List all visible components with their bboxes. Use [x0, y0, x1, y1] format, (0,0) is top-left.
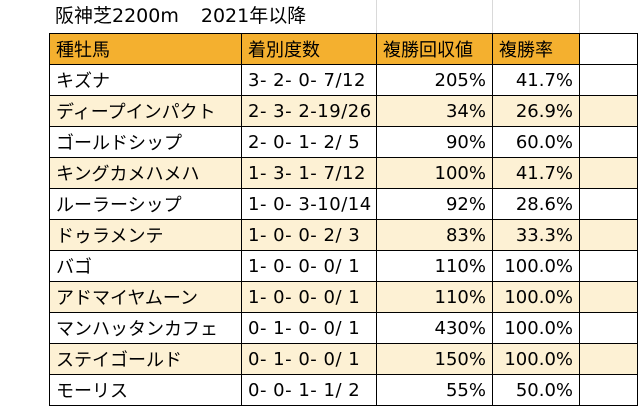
rate-cell[interactable]: 100.0% — [492, 281, 580, 313]
table-row: バゴ 1- 0- 0- 0/ 1 110% 100.0% — [49, 250, 638, 282]
stats-table: 種牡馬 着別度数 複勝回収値 複勝率 キズナ 3- 2- 0- 7/12 205… — [49, 33, 638, 406]
table-row: ディープインパクト 2- 3- 2-19/26 34% 26.9% — [49, 95, 638, 127]
table-row: キングカメハメハ 1- 3- 1- 7/12 100% 41.7% — [49, 157, 638, 189]
recovery-cell[interactable]: 150% — [376, 343, 493, 375]
sire-cell[interactable]: キズナ — [49, 64, 242, 96]
empty-cell[interactable] — [579, 281, 638, 313]
sire-cell[interactable]: アドマイヤムーン — [49, 281, 242, 313]
table-row: ゴールドシップ 2- 0- 1- 2/ 5 90% 60.0% — [49, 126, 638, 158]
record-cell[interactable]: 1- 3- 1- 7/12 — [241, 157, 377, 189]
recovery-cell[interactable]: 90% — [376, 126, 493, 158]
empty-cell[interactable] — [579, 33, 638, 65]
table-row: アドマイヤムーン 1- 0- 0- 0/ 1 110% 100.0% — [49, 281, 638, 313]
table-row: ステイゴールド 0- 1- 0- 0/ 1 150% 100.0% — [49, 343, 638, 375]
title-course: 阪神芝2200m — [55, 5, 179, 27]
sire-cell[interactable]: ゴールドシップ — [49, 126, 242, 158]
recovery-cell[interactable]: 92% — [376, 188, 493, 220]
rate-cell[interactable]: 100.0% — [492, 343, 580, 375]
header-row: 種牡馬 着別度数 複勝回収値 複勝率 — [49, 33, 638, 65]
header-sire[interactable]: 種牡馬 — [49, 33, 242, 65]
rate-cell[interactable]: 33.3% — [492, 219, 580, 251]
record-cell[interactable]: 2- 3- 2-19/26 — [241, 95, 377, 127]
record-cell[interactable]: 1- 0- 0- 0/ 1 — [241, 250, 377, 282]
spreadsheet: 阪神芝2200m 2021年以降 種牡馬 着別度数 複勝回収値 複勝率 キズナ 3… — [49, 0, 638, 406]
record-cell[interactable]: 0- 1- 0- 0/ 1 — [241, 343, 377, 375]
sire-cell[interactable]: モーリス — [49, 374, 242, 406]
cell-gridline — [492, 0, 493, 34]
sire-cell[interactable]: ステイゴールド — [49, 343, 242, 375]
recovery-cell[interactable]: 110% — [376, 281, 493, 313]
record-cell[interactable]: 1- 0- 0- 2/ 3 — [241, 219, 377, 251]
table-row: ルーラーシップ 1- 0- 3-10/14 92% 28.6% — [49, 188, 638, 220]
empty-cell[interactable] — [579, 95, 638, 127]
empty-cell[interactable] — [579, 188, 638, 220]
rate-cell[interactable]: 100.0% — [492, 250, 580, 282]
rate-cell[interactable]: 41.7% — [492, 157, 580, 189]
sire-cell[interactable]: ディープインパクト — [49, 95, 242, 127]
cell-gridline — [376, 0, 377, 34]
empty-cell[interactable] — [579, 64, 638, 96]
rate-cell[interactable]: 50.0% — [492, 374, 580, 406]
table-row: マンハッタンカフェ 0- 1- 0- 0/ 1 430% 100.0% — [49, 312, 638, 344]
record-cell[interactable]: 3- 2- 0- 7/12 — [241, 64, 377, 96]
empty-cell[interactable] — [579, 374, 638, 406]
record-cell[interactable]: 1- 0- 0- 0/ 1 — [241, 281, 377, 313]
recovery-cell[interactable]: 83% — [376, 219, 493, 251]
title-period: 2021年以降 — [200, 5, 307, 27]
table-row: モーリス 0- 0- 1- 1/ 2 55% 50.0% — [49, 374, 638, 406]
rate-cell[interactable]: 41.7% — [492, 64, 580, 96]
rate-cell[interactable]: 100.0% — [492, 312, 580, 344]
header-place-rate[interactable]: 複勝率 — [492, 33, 580, 65]
rate-cell[interactable]: 26.9% — [492, 95, 580, 127]
sire-cell[interactable]: ルーラーシップ — [49, 188, 242, 220]
header-record[interactable]: 着別度数 — [241, 33, 377, 65]
sire-cell[interactable]: ドゥラメンテ — [49, 219, 242, 251]
cell-gridline — [579, 0, 580, 34]
recovery-cell[interactable]: 205% — [376, 64, 493, 96]
record-cell[interactable]: 2- 0- 1- 2/ 5 — [241, 126, 377, 158]
sire-cell[interactable]: キングカメハメハ — [49, 157, 242, 189]
header-place-recovery[interactable]: 複勝回収値 — [376, 33, 493, 65]
rate-cell[interactable]: 60.0% — [492, 126, 580, 158]
table-row: キズナ 3- 2- 0- 7/12 205% 41.7% — [49, 64, 638, 96]
empty-cell[interactable] — [579, 343, 638, 375]
recovery-cell[interactable]: 110% — [376, 250, 493, 282]
sheet-title: 阪神芝2200m 2021年以降 — [49, 0, 637, 33]
empty-cell[interactable] — [579, 312, 638, 344]
empty-cell[interactable] — [579, 250, 638, 282]
sire-cell[interactable]: バゴ — [49, 250, 242, 282]
record-cell[interactable]: 0- 0- 1- 1/ 2 — [241, 374, 377, 406]
table-row: ドゥラメンテ 1- 0- 0- 2/ 3 83% 33.3% — [49, 219, 638, 251]
record-cell[interactable]: 1- 0- 3-10/14 — [241, 188, 377, 220]
recovery-cell[interactable]: 34% — [376, 95, 493, 127]
recovery-cell[interactable]: 100% — [376, 157, 493, 189]
recovery-cell[interactable]: 430% — [376, 312, 493, 344]
sire-cell[interactable]: マンハッタンカフェ — [49, 312, 242, 344]
empty-cell[interactable] — [579, 157, 638, 189]
rate-cell[interactable]: 28.6% — [492, 188, 580, 220]
empty-cell[interactable] — [579, 126, 638, 158]
record-cell[interactable]: 0- 1- 0- 0/ 1 — [241, 312, 377, 344]
empty-cell[interactable] — [579, 219, 638, 251]
recovery-cell[interactable]: 55% — [376, 374, 493, 406]
